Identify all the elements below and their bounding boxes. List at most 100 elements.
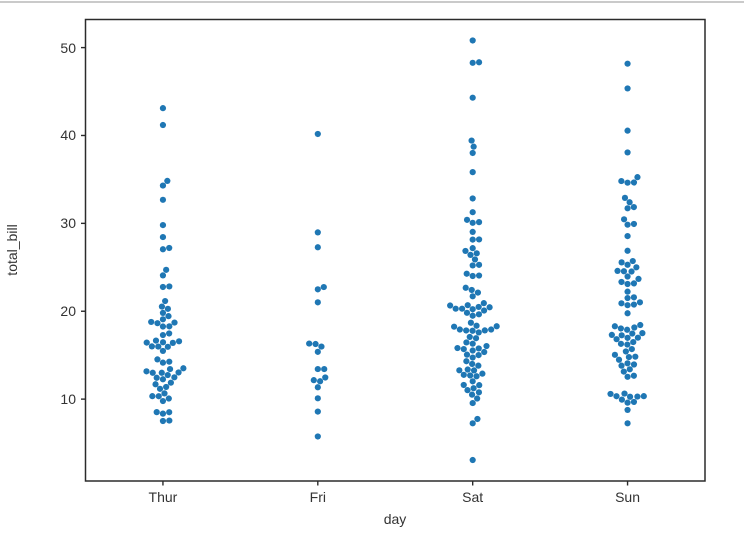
data-point: [469, 360, 476, 368]
y-tick-label: 30: [60, 215, 76, 232]
data-point: [154, 356, 161, 363]
data-point: [464, 366, 471, 373]
data-point: [630, 204, 637, 211]
data-point: [166, 330, 173, 337]
data-point: [613, 393, 620, 400]
data-point: [624, 127, 631, 134]
data-point: [314, 408, 321, 415]
data-point: [456, 367, 463, 374]
data-point: [464, 302, 471, 309]
data-point: [463, 327, 470, 334]
data-point: [474, 395, 481, 402]
data-point: [475, 272, 483, 279]
data-point: [618, 396, 626, 403]
x-tick-label: Sun: [615, 489, 641, 505]
data-point: [476, 382, 483, 389]
data-point: [475, 59, 483, 66]
y-tick-label: 40: [60, 127, 76, 144]
data-point: [166, 244, 173, 252]
data-point: [159, 316, 167, 323]
data-point: [317, 378, 324, 385]
data-point: [493, 323, 500, 330]
data-point: [468, 286, 475, 294]
data-point: [469, 262, 476, 269]
data-point: [156, 385, 164, 392]
data-point: [617, 340, 625, 347]
data-point: [469, 94, 476, 101]
data-point: [314, 286, 321, 293]
data-point: [618, 177, 625, 185]
data-point: [469, 312, 476, 319]
data-point: [467, 251, 474, 259]
y-tick-label: 20: [60, 303, 76, 320]
data-point: [475, 362, 482, 369]
data-point: [314, 229, 321, 236]
data-point: [620, 368, 627, 375]
data-point: [624, 326, 631, 333]
data-point: [470, 143, 477, 150]
data-point: [624, 205, 631, 212]
data-point: [468, 391, 476, 398]
data-point: [306, 340, 313, 347]
data-point: [166, 365, 174, 373]
data-point: [166, 323, 173, 330]
data-point: [148, 343, 155, 350]
data-point: [463, 309, 471, 316]
data-point: [469, 378, 476, 385]
data-point: [159, 246, 167, 253]
data-point: [470, 385, 477, 392]
data-point: [159, 309, 167, 317]
data-point: [164, 177, 171, 185]
data-point: [464, 387, 471, 394]
data-point: [479, 370, 486, 377]
data-point: [475, 236, 483, 243]
data-point: [635, 275, 642, 282]
data-point: [469, 236, 476, 243]
data-point: [166, 409, 173, 416]
data-point: [475, 345, 482, 352]
data-point: [463, 339, 470, 346]
data-point: [454, 344, 461, 352]
data-point: [475, 351, 482, 359]
data-point: [469, 149, 476, 157]
data-point: [630, 398, 638, 406]
data-point: [469, 456, 476, 464]
data-point: [624, 310, 631, 317]
data-point: [180, 365, 187, 372]
data-point: [322, 374, 329, 381]
data-point: [630, 179, 638, 186]
data-point: [622, 348, 629, 355]
data-point: [159, 222, 167, 229]
data-point: [630, 361, 638, 368]
data-point: [624, 302, 631, 309]
data-point: [630, 372, 637, 379]
data-point: [159, 410, 167, 417]
data-point: [159, 121, 167, 129]
data-point: [462, 284, 469, 291]
data-point: [467, 372, 474, 379]
data-point: [321, 365, 328, 373]
swarm-thur: [143, 105, 187, 425]
data-point: [158, 303, 166, 310]
data-point: [149, 393, 156, 400]
data-point: [611, 323, 618, 330]
swarm-sun: [607, 60, 647, 427]
data-point: [475, 303, 482, 311]
data-point: [314, 299, 321, 306]
data-point: [474, 415, 481, 423]
data-point: [475, 329, 482, 336]
data-point: [469, 209, 476, 216]
data-point: [630, 301, 638, 308]
data-point: [618, 362, 625, 369]
data-point: [481, 327, 488, 334]
data-point: [613, 336, 620, 343]
data-point: [626, 199, 633, 206]
data-point: [471, 256, 479, 263]
data-point: [618, 300, 625, 307]
data-point: [163, 266, 170, 273]
data-point: [451, 323, 458, 330]
x-axis-title: day: [383, 511, 407, 527]
data-point: [488, 326, 495, 333]
data-point: [472, 335, 480, 342]
